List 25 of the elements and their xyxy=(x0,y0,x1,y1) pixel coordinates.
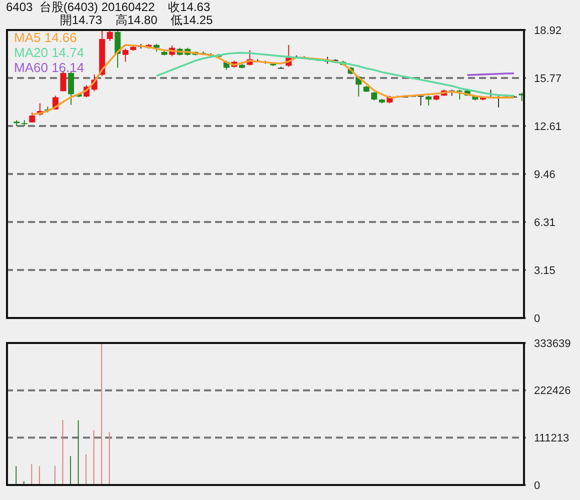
y-tick-label: 0 xyxy=(534,480,540,492)
line-series xyxy=(156,52,515,97)
candlestick xyxy=(106,30,113,42)
y-tick-label: 3.15 xyxy=(534,264,556,277)
chart-title: 6403 台股(6403) 20160422 收14.63 xyxy=(6,0,212,14)
text: MA60 16.14 xyxy=(14,60,84,75)
y-tick-label: 333639 xyxy=(534,338,571,350)
candlestick xyxy=(60,70,66,92)
candlestick xyxy=(456,89,463,100)
y-tick-label: 0 xyxy=(534,312,540,325)
y-tick-label: 12.61 xyxy=(534,120,562,133)
y-tick-label: 6.31 xyxy=(534,216,556,229)
candlestick xyxy=(426,95,432,106)
text: MA5 14.66 xyxy=(14,30,78,45)
candlestick xyxy=(122,48,128,62)
y-tick-label: 15.77 xyxy=(534,72,562,85)
text: MA20 14.74 xyxy=(14,45,84,60)
y-tick-label: 111213 xyxy=(534,432,570,445)
y-tick-label: 222426 xyxy=(534,385,571,398)
candlestick xyxy=(68,70,74,106)
candlestick xyxy=(29,112,36,123)
chart-subtitle: 開14.73 高14.80 低14.25 xyxy=(59,13,213,27)
candlestick xyxy=(114,30,121,68)
y-tick-label: 18.92 xyxy=(534,24,562,37)
y-tick-label: 9.46 xyxy=(534,168,556,181)
